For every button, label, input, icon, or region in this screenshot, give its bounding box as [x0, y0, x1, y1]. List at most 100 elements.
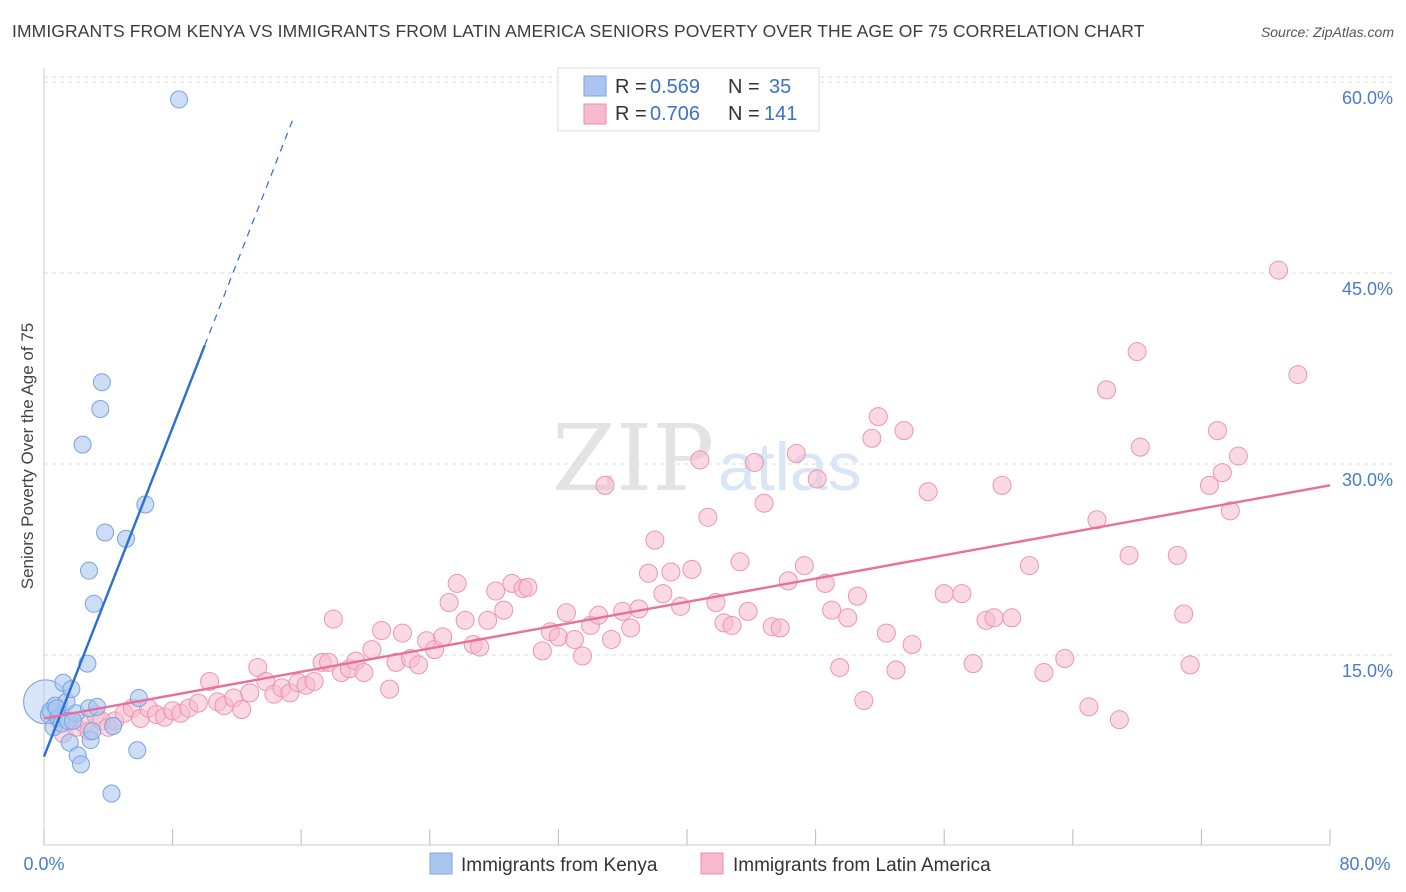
latam-point	[1212, 463, 1232, 483]
latam-point	[847, 586, 867, 606]
latam-point	[902, 635, 922, 655]
latam-point	[1174, 604, 1194, 624]
latam-point	[447, 573, 467, 593]
trend-lines	[42, 118, 1331, 758]
kenya-point	[104, 717, 123, 736]
latam-point	[876, 623, 896, 643]
latam-point	[894, 421, 914, 441]
latam-point	[786, 444, 806, 464]
x-ticks	[43, 829, 1331, 845]
latam-point	[815, 573, 835, 593]
latam-point	[1167, 545, 1187, 565]
latam-point	[439, 593, 459, 613]
latam-point	[963, 654, 983, 674]
legend-swatch-latam	[583, 103, 607, 125]
latam-point	[778, 571, 798, 591]
latam-point	[455, 610, 475, 630]
latam-point	[1002, 608, 1022, 628]
latam-point	[494, 600, 514, 620]
latam-point	[595, 475, 615, 495]
latam-point	[653, 584, 673, 604]
latam-point	[188, 693, 208, 713]
latam-point	[486, 581, 506, 601]
kenya-point	[84, 594, 103, 613]
latam-point	[548, 627, 568, 647]
kenya-trend-line	[42, 344, 206, 758]
latam-point	[1109, 710, 1129, 730]
latam-point	[1199, 475, 1219, 495]
kenya-point	[73, 435, 92, 454]
latam-point	[698, 507, 718, 527]
latam-point	[433, 627, 453, 647]
legend-swatch-kenya	[583, 75, 607, 97]
y-tick-label-15: 15.0%	[1342, 661, 1393, 681]
kenya-point	[128, 741, 147, 760]
latam-point	[730, 552, 750, 572]
latam-point	[564, 629, 584, 649]
kenya-trend-extension	[204, 118, 294, 346]
latam-point	[573, 646, 593, 666]
bottom-legend-swatch-latam	[700, 852, 724, 875]
latam-point	[638, 563, 658, 583]
latam-point	[1207, 421, 1227, 441]
latam-point	[200, 671, 220, 691]
latam-point	[754, 493, 774, 513]
x-tick-label-max: 80.0%	[1339, 854, 1390, 874]
source-credit: Source: ZipAtlas.com	[1260, 24, 1394, 40]
latam-point	[532, 641, 552, 661]
bottom-legend-swatch-kenya	[429, 852, 453, 875]
latam-point	[862, 428, 882, 448]
series-legend: Immigrants from Kenya Immigrants from La…	[429, 852, 991, 876]
watermark-zip: ZIP	[552, 405, 714, 512]
y-axis-title: Seniors Poverty Over the Age of 75	[18, 323, 37, 589]
latam-point	[362, 640, 382, 660]
legend-r-value-kenya: 0.569	[650, 76, 700, 98]
latam-point	[1019, 556, 1039, 576]
latam-point	[1288, 365, 1308, 385]
latam-point	[240, 683, 260, 703]
x-tick-label-min: 0.0%	[23, 854, 64, 874]
kenya-point	[60, 733, 79, 752]
latam-point	[1228, 446, 1248, 466]
latam-point	[380, 679, 400, 699]
legend-n-value-kenya: 35	[769, 76, 791, 98]
latam-point	[1079, 697, 1099, 717]
latam-point	[918, 482, 938, 502]
gridlines	[44, 76, 1393, 656]
latam-trend-line	[43, 484, 1331, 720]
legend-n-label-kenya: N =	[728, 76, 760, 98]
latam-point	[830, 657, 850, 677]
bottom-legend-kenya: Immigrants from Kenya	[461, 855, 658, 876]
latam-point	[1220, 501, 1240, 521]
kenya-points	[23, 90, 189, 803]
legend-r-label-latam: R =	[615, 103, 647, 125]
latam-point	[794, 556, 814, 576]
latam-point	[770, 618, 790, 638]
legend-n-label-latam: N =	[728, 103, 760, 125]
kenya-point	[91, 399, 110, 418]
y-tick-label-30: 30.0%	[1342, 470, 1393, 490]
y-tick-labels: 15.0% 30.0% 45.0% 60.0%	[1342, 88, 1393, 681]
latam-point	[323, 609, 343, 629]
latam-point	[372, 621, 392, 641]
latam-point	[601, 629, 621, 649]
latam-point	[478, 610, 498, 630]
latam-point	[671, 596, 691, 616]
latam-point	[621, 618, 641, 638]
latam-point	[745, 452, 765, 472]
kenya-point	[170, 90, 189, 109]
latam-point	[738, 601, 758, 621]
latam-point	[589, 605, 609, 625]
correlation-legend: R = 0.569 N = 35 R = 0.706 N = 141	[557, 67, 820, 132]
latam-point	[1130, 437, 1150, 457]
latam-point	[354, 663, 374, 683]
latam-point	[1034, 663, 1054, 683]
kenya-point	[92, 373, 111, 392]
bottom-legend-latam: Immigrants from Latin America	[733, 855, 991, 876]
legend-n-value-latam: 141	[764, 103, 797, 125]
latam-point	[518, 577, 538, 597]
latam-point	[470, 637, 490, 657]
latam-point	[409, 655, 429, 675]
latam-point	[992, 475, 1012, 495]
